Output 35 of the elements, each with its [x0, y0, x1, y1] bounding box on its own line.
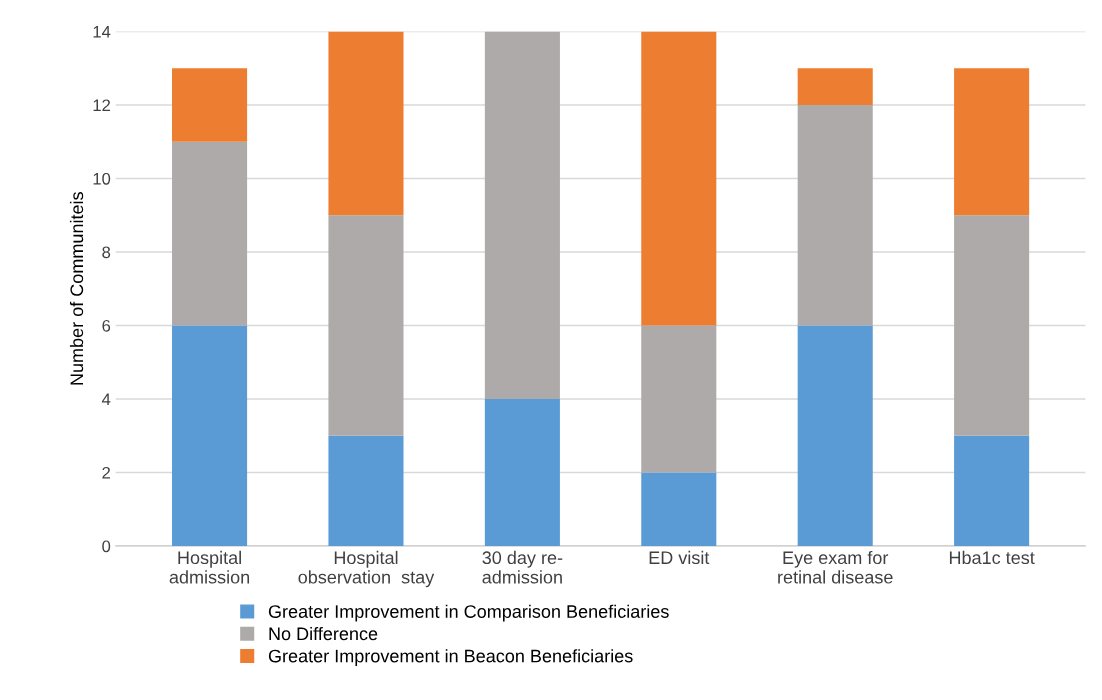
bar [172, 68, 248, 142]
y-tick-label: 14 [93, 26, 111, 38]
legend-label: Greater Improvement in Comparison Beneficiaries [268, 604, 669, 622]
legend-label: No Difference [269, 626, 378, 641]
y-tick-label: 6 [102, 319, 111, 332]
bar [954, 68, 1030, 216]
legend-label: Greater Improvement in Beacon Beneficiaries [268, 649, 633, 666]
bar [484, 399, 560, 546]
y-axis-title: Number of Communiteis [69, 192, 84, 385]
bar [172, 325, 248, 546]
y-tick-label: 4 [101, 393, 111, 406]
bar [641, 472, 717, 546]
x-tick-label: Eye exam for retinal disease [778, 550, 893, 584]
bar [328, 435, 404, 546]
x-tick-label: ED visit [649, 550, 710, 565]
bar [484, 31, 560, 399]
y-tick-label: 10 [93, 172, 111, 185]
bar [172, 141, 248, 326]
bar [641, 325, 717, 473]
y-tick-label: 12 [93, 99, 111, 112]
bar [328, 215, 404, 436]
x-tick-label: 30 day re- admission [482, 550, 563, 584]
bar [328, 31, 404, 216]
x-tick-label: Hospital observation stay [298, 550, 435, 588]
x-tick-label: Hospital admission [169, 550, 250, 584]
bar [797, 68, 873, 105]
bar [641, 31, 717, 326]
bar [797, 105, 873, 326]
bar [954, 435, 1030, 546]
y-tick-label: 8 [102, 246, 111, 259]
bar [797, 325, 873, 546]
bar [954, 215, 1030, 436]
x-tick-label: Hba1c test [949, 550, 1035, 565]
y-tick-label: 2 [102, 466, 111, 479]
y-tick-label: 0 [102, 540, 111, 553]
